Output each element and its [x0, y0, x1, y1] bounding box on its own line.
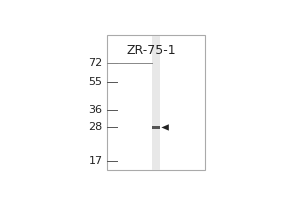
Bar — [152, 36, 160, 170]
Text: 36: 36 — [88, 105, 103, 115]
Bar — [107, 35, 205, 170]
Bar — [152, 126, 160, 129]
Text: 17: 17 — [88, 156, 103, 166]
Text: 72: 72 — [88, 58, 103, 68]
Text: 28: 28 — [88, 122, 103, 132]
Polygon shape — [161, 124, 169, 131]
Text: ZR-75-1: ZR-75-1 — [126, 44, 176, 57]
Text: 55: 55 — [88, 77, 103, 87]
